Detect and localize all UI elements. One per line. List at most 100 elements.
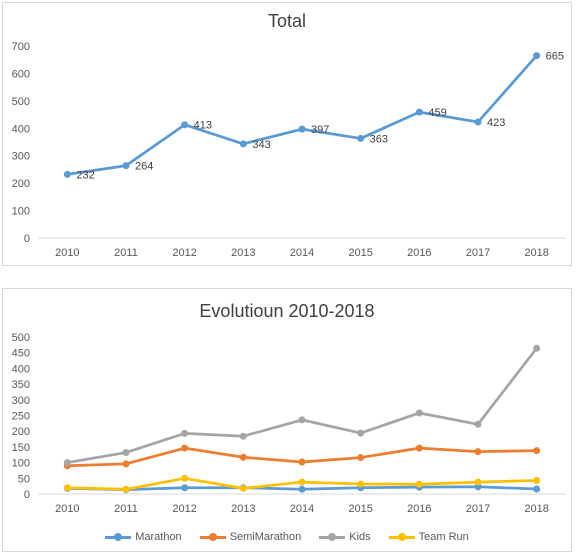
data-point-kids xyxy=(533,344,541,352)
data-point-kids xyxy=(415,409,423,417)
legend-swatch xyxy=(388,532,415,542)
x-tick-label: 2016 xyxy=(407,247,431,259)
data-label: 264 xyxy=(135,161,153,173)
legend-label: Team Run xyxy=(418,531,469,543)
y-tick-label: 400 xyxy=(12,363,30,375)
chart-title: Evolutioun 2010-2018 xyxy=(199,301,375,321)
total-chart-plot: 0 100 200 300 400 500 600 700 2010 2011 2012 2013 20… xyxy=(12,41,566,259)
data-point-team-run xyxy=(298,478,306,486)
x-tick-label: 2018 xyxy=(524,247,548,259)
legend-item: Team Run xyxy=(388,531,469,543)
y-tick-label: 0 xyxy=(24,489,30,501)
y-tick-label: 0 xyxy=(24,233,30,245)
y-tick-label: 450 xyxy=(12,348,30,360)
data-point-total xyxy=(181,121,189,129)
data-point-kids xyxy=(122,449,130,457)
data-label: 665 xyxy=(546,51,564,63)
y-tick-label: 400 xyxy=(12,123,30,135)
y-tick-label: 250 xyxy=(12,411,30,423)
data-label: 413 xyxy=(194,120,212,132)
legend-item: Marathon xyxy=(105,531,182,543)
evolution-chart-plot: 0 50 100 150 200 250 300 350 400 450 500 2010 2011 20… xyxy=(12,332,566,515)
data-point-team-run xyxy=(474,478,482,486)
legend-label: Kids xyxy=(349,531,371,543)
y-tick-label: 200 xyxy=(12,426,30,438)
x-tick-label: 2018 xyxy=(524,503,548,515)
x-tick-label: 2017 xyxy=(466,247,490,259)
legend-item: Kids xyxy=(319,531,371,543)
data-label: 397 xyxy=(311,124,329,136)
data-point-semimarathon xyxy=(122,460,130,468)
x-tick-label: 2013 xyxy=(231,503,255,515)
x-tick-label: 2016 xyxy=(407,503,431,515)
chart-title: Total xyxy=(267,11,307,31)
series-line-kids xyxy=(65,346,539,464)
legend-swatch xyxy=(105,532,132,542)
legend-swatch xyxy=(199,532,226,542)
legend-item: SemiMarathon xyxy=(199,531,302,543)
data-point-semimarathon xyxy=(239,453,247,461)
data-point-team-run xyxy=(533,476,541,484)
data-point-kids xyxy=(181,429,189,437)
y-tick-label: 150 xyxy=(12,442,30,454)
data-point-team-run xyxy=(181,474,189,482)
y-tick-label: 100 xyxy=(12,458,30,470)
data-point-total xyxy=(298,125,306,133)
data-label: 232 xyxy=(76,169,94,181)
data-point-kids xyxy=(474,420,482,428)
x-tick-label: 2013 xyxy=(231,247,255,259)
data-point-team-run xyxy=(357,480,365,488)
data-point-semimarathon xyxy=(474,448,482,456)
y-tick-label: 100 xyxy=(12,206,30,218)
y-tick-label: 300 xyxy=(12,151,30,163)
data-point-semimarathon xyxy=(533,447,541,455)
data-point-total xyxy=(533,52,541,60)
data-point-semimarathon xyxy=(357,454,365,462)
x-tick-label: 2012 xyxy=(172,503,196,515)
data-point-total xyxy=(415,108,423,116)
legend-label: SemiMarathon xyxy=(229,531,302,543)
y-tick-label: 200 xyxy=(12,178,30,190)
data-point-total xyxy=(122,162,130,170)
data-point-marathon xyxy=(181,484,189,492)
data-point-marathon xyxy=(298,485,306,493)
data-point-semimarathon xyxy=(298,458,306,466)
data-point-marathon xyxy=(533,485,541,493)
x-tick-label: 2012 xyxy=(172,247,196,259)
total-chart-panel: Total 0 100 200 300 400 500 600 700 2010 2011 2012… xyxy=(2,2,572,266)
y-tick-label: 350 xyxy=(12,379,30,391)
data-point-total xyxy=(474,118,482,126)
x-tick-label: 2014 xyxy=(290,503,314,515)
chart-legend: Marathon SemiMarathon Kids Team Run xyxy=(3,531,571,543)
x-tick-label: 2015 xyxy=(348,503,372,515)
x-tick-label: 2011 xyxy=(114,247,138,259)
data-label: 459 xyxy=(428,107,446,119)
x-tick-label: 2017 xyxy=(466,503,490,515)
y-tick-label: 500 xyxy=(12,332,30,344)
data-point-kids xyxy=(63,459,71,467)
data-label: 363 xyxy=(370,133,388,145)
data-point-kids xyxy=(298,416,306,424)
data-point-team-run xyxy=(122,485,130,493)
y-tick-label: 50 xyxy=(18,473,30,485)
data-point-team-run xyxy=(415,480,423,488)
data-point-kids xyxy=(357,429,365,437)
x-tick-label: 2010 xyxy=(55,247,79,259)
data-label: 343 xyxy=(252,139,270,151)
legend-swatch xyxy=(319,532,346,542)
y-tick-label: 300 xyxy=(12,395,30,407)
data-point-total xyxy=(63,170,71,178)
x-tick-label: 2014 xyxy=(290,247,314,259)
y-tick-label: 700 xyxy=(12,41,30,53)
data-point-team-run xyxy=(63,484,71,492)
data-point-total xyxy=(357,134,365,142)
legend-label: Marathon xyxy=(135,531,182,543)
x-tick-label: 2015 xyxy=(348,247,372,259)
data-point-total xyxy=(239,140,247,148)
data-point-semimarathon xyxy=(181,444,189,452)
x-tick-label: 2011 xyxy=(114,503,138,515)
data-point-team-run xyxy=(239,484,247,492)
data-label: 423 xyxy=(487,117,505,129)
data-point-semimarathon xyxy=(415,444,423,452)
evolution-chart-panel: Evolutioun 2010-2018 0 50 100 150 200 250 300 3… xyxy=(2,288,572,552)
